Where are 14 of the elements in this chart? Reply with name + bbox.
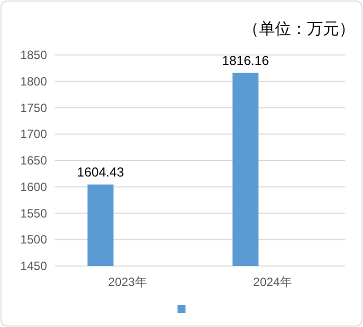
data-label: 1816.16: [222, 52, 269, 68]
y-tick-label: 1550: [20, 206, 48, 220]
y-tick-label: 1650: [20, 154, 48, 168]
y-tick-label: 1800: [20, 74, 48, 88]
y-tick-label: 1700: [20, 127, 48, 142]
y-tick-label: 1600: [20, 180, 48, 194]
x-tick-label: 2024年: [253, 275, 292, 289]
y-tick-label: 1500: [20, 232, 48, 247]
x-tick-label: 2023年: [108, 275, 147, 289]
data-label: 1604.43: [77, 164, 124, 180]
y-tick-label: 1750: [20, 100, 48, 115]
text: （单位：万元）: [243, 20, 355, 38]
y-tick-label: 1450: [20, 259, 48, 273]
y-tick-label: 1850: [20, 48, 48, 62]
